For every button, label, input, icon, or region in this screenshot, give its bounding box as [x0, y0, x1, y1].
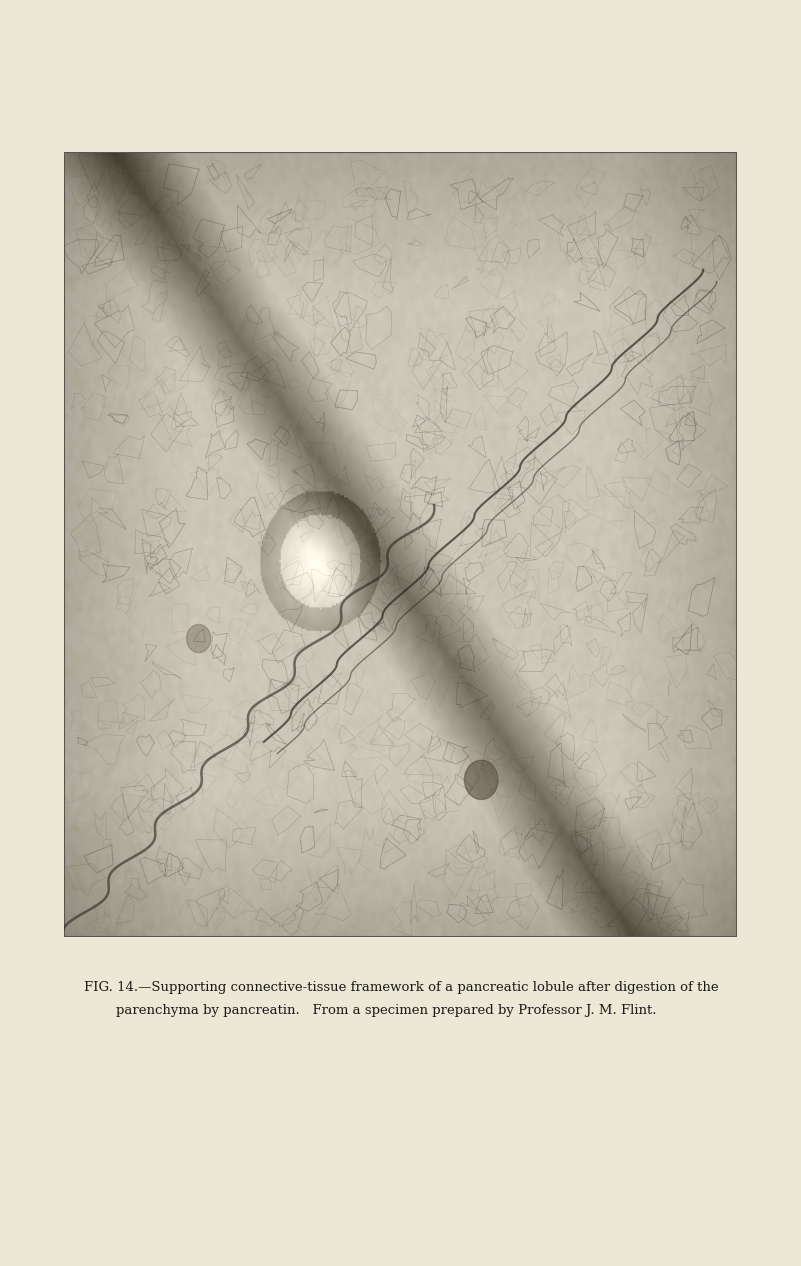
Text: FIG. 14.—Supporting connective-tissue framework of a pancreatic lobule after dig: FIG. 14.—Supporting connective-tissue fr…: [84, 981, 718, 994]
Circle shape: [187, 624, 211, 653]
Text: parenchyma by pancreatin.   From a specimen prepared by Professor J. M. Flint.: parenchyma by pancreatin. From a specime…: [116, 1004, 657, 1017]
Circle shape: [465, 760, 498, 800]
